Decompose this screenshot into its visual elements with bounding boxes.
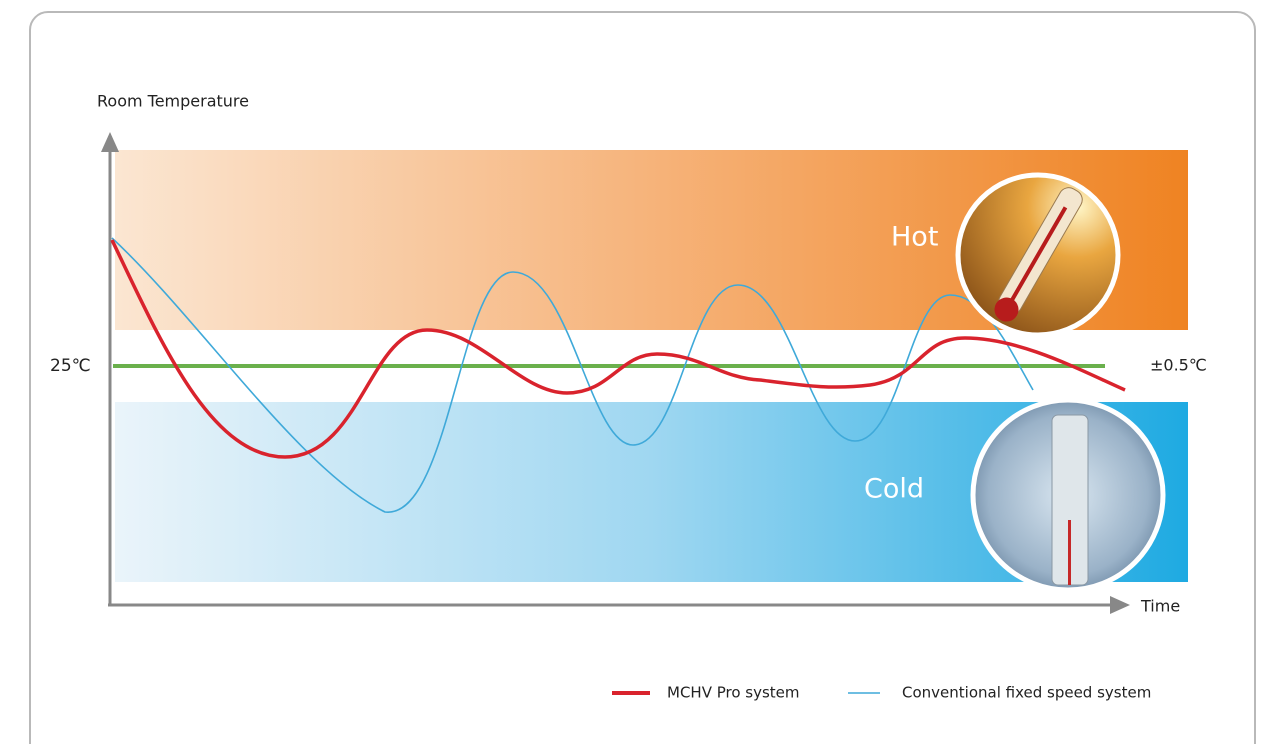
- y-axis-arrow: [101, 132, 119, 152]
- x-axis-arrow: [1110, 596, 1130, 614]
- conventional-curve: [111, 237, 1034, 513]
- legend-label: MCHV Pro system: [667, 684, 800, 702]
- setpoint-label: 25℃: [50, 356, 91, 376]
- x-axis-label: Time: [1140, 597, 1180, 616]
- cold-thermometer: [1051, 414, 1089, 586]
- cold-label: Cold: [864, 474, 924, 505]
- mchv-curve: [110, 239, 1126, 459]
- card: [29, 11, 1256, 748]
- legend-label: Conventional fixed speed system: [902, 684, 1151, 702]
- hot-thermometer: [994, 187, 1083, 322]
- hot-label: Hot: [891, 222, 938, 253]
- y-axis-label: Room Temperature: [97, 92, 249, 111]
- tolerance-label: ±0.5℃: [1150, 356, 1207, 375]
